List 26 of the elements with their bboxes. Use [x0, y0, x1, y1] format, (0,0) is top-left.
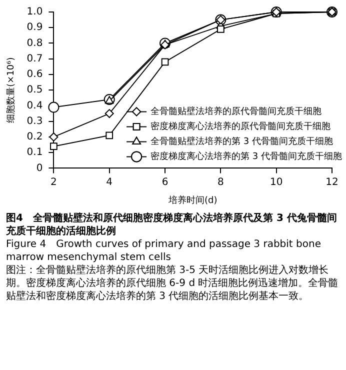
legend-label: 密度梯度离心法培养的原代骨髓间充质干细胞: [150, 121, 331, 132]
y-tick-label: 0.9: [26, 22, 43, 34]
y-tick-label: 0.8: [26, 38, 43, 49]
x-tick-label: 8: [217, 176, 224, 188]
y-tick-label: 0.2: [26, 132, 43, 143]
y-tick-label: 0.5: [26, 84, 43, 96]
x-tick-label: 12: [326, 176, 338, 188]
x-tick-label: 4: [106, 176, 113, 188]
text: 图4 全骨髓贴壁法和原代细胞密度梯度离心法培养原代及第 3 代兔骨髓间充质干细胞的活细胞比例: [6, 212, 338, 238]
legend-label: 全骨髓贴壁法培养的原代骨髓间充质干细胞: [150, 106, 322, 118]
y-tick-label: 0.1: [26, 147, 43, 158]
y-tick-label: 0.7: [26, 53, 43, 64]
text: 图注：全骨髓贴壁法培养的原代细胞第 3-5 天时活细胞比例进入对数增长期。密度梯度离心法培养的原代细胞 6-9 d 时活细胞比例迅速增加。全骨髓贴壁法和密度梯度离心法培养的第 3 代细胞的活细胞比例基本一致。: [6, 264, 340, 303]
y-tick-label: 0.3: [26, 116, 43, 127]
y-tick-label: 1.0: [26, 6, 43, 18]
y-tick-label: 0.4: [26, 100, 43, 112]
y-tick-label: 0: [36, 162, 43, 174]
y-axis-title: 细胞数量(×10⁶): [6, 57, 17, 123]
x-tick-label: 2: [50, 176, 57, 188]
legend-label: 密度梯度离心法培养的第 3 代骨髓间充质干细胞: [150, 151, 342, 162]
x-tick-label: 6: [162, 176, 168, 188]
x-axis-title: 培养时间(d): [167, 194, 218, 206]
x-tick-label: 10: [270, 176, 283, 188]
text: Figure 4 Growth curves of primary and passage 3 rabbit bone marrow mesenchymal stem cells: [6, 238, 322, 264]
y-tick-label: 0.6: [26, 69, 43, 80]
legend-label: 全骨髓贴壁法培养的第 3 代骨髓间充质干细胞: [150, 136, 334, 148]
